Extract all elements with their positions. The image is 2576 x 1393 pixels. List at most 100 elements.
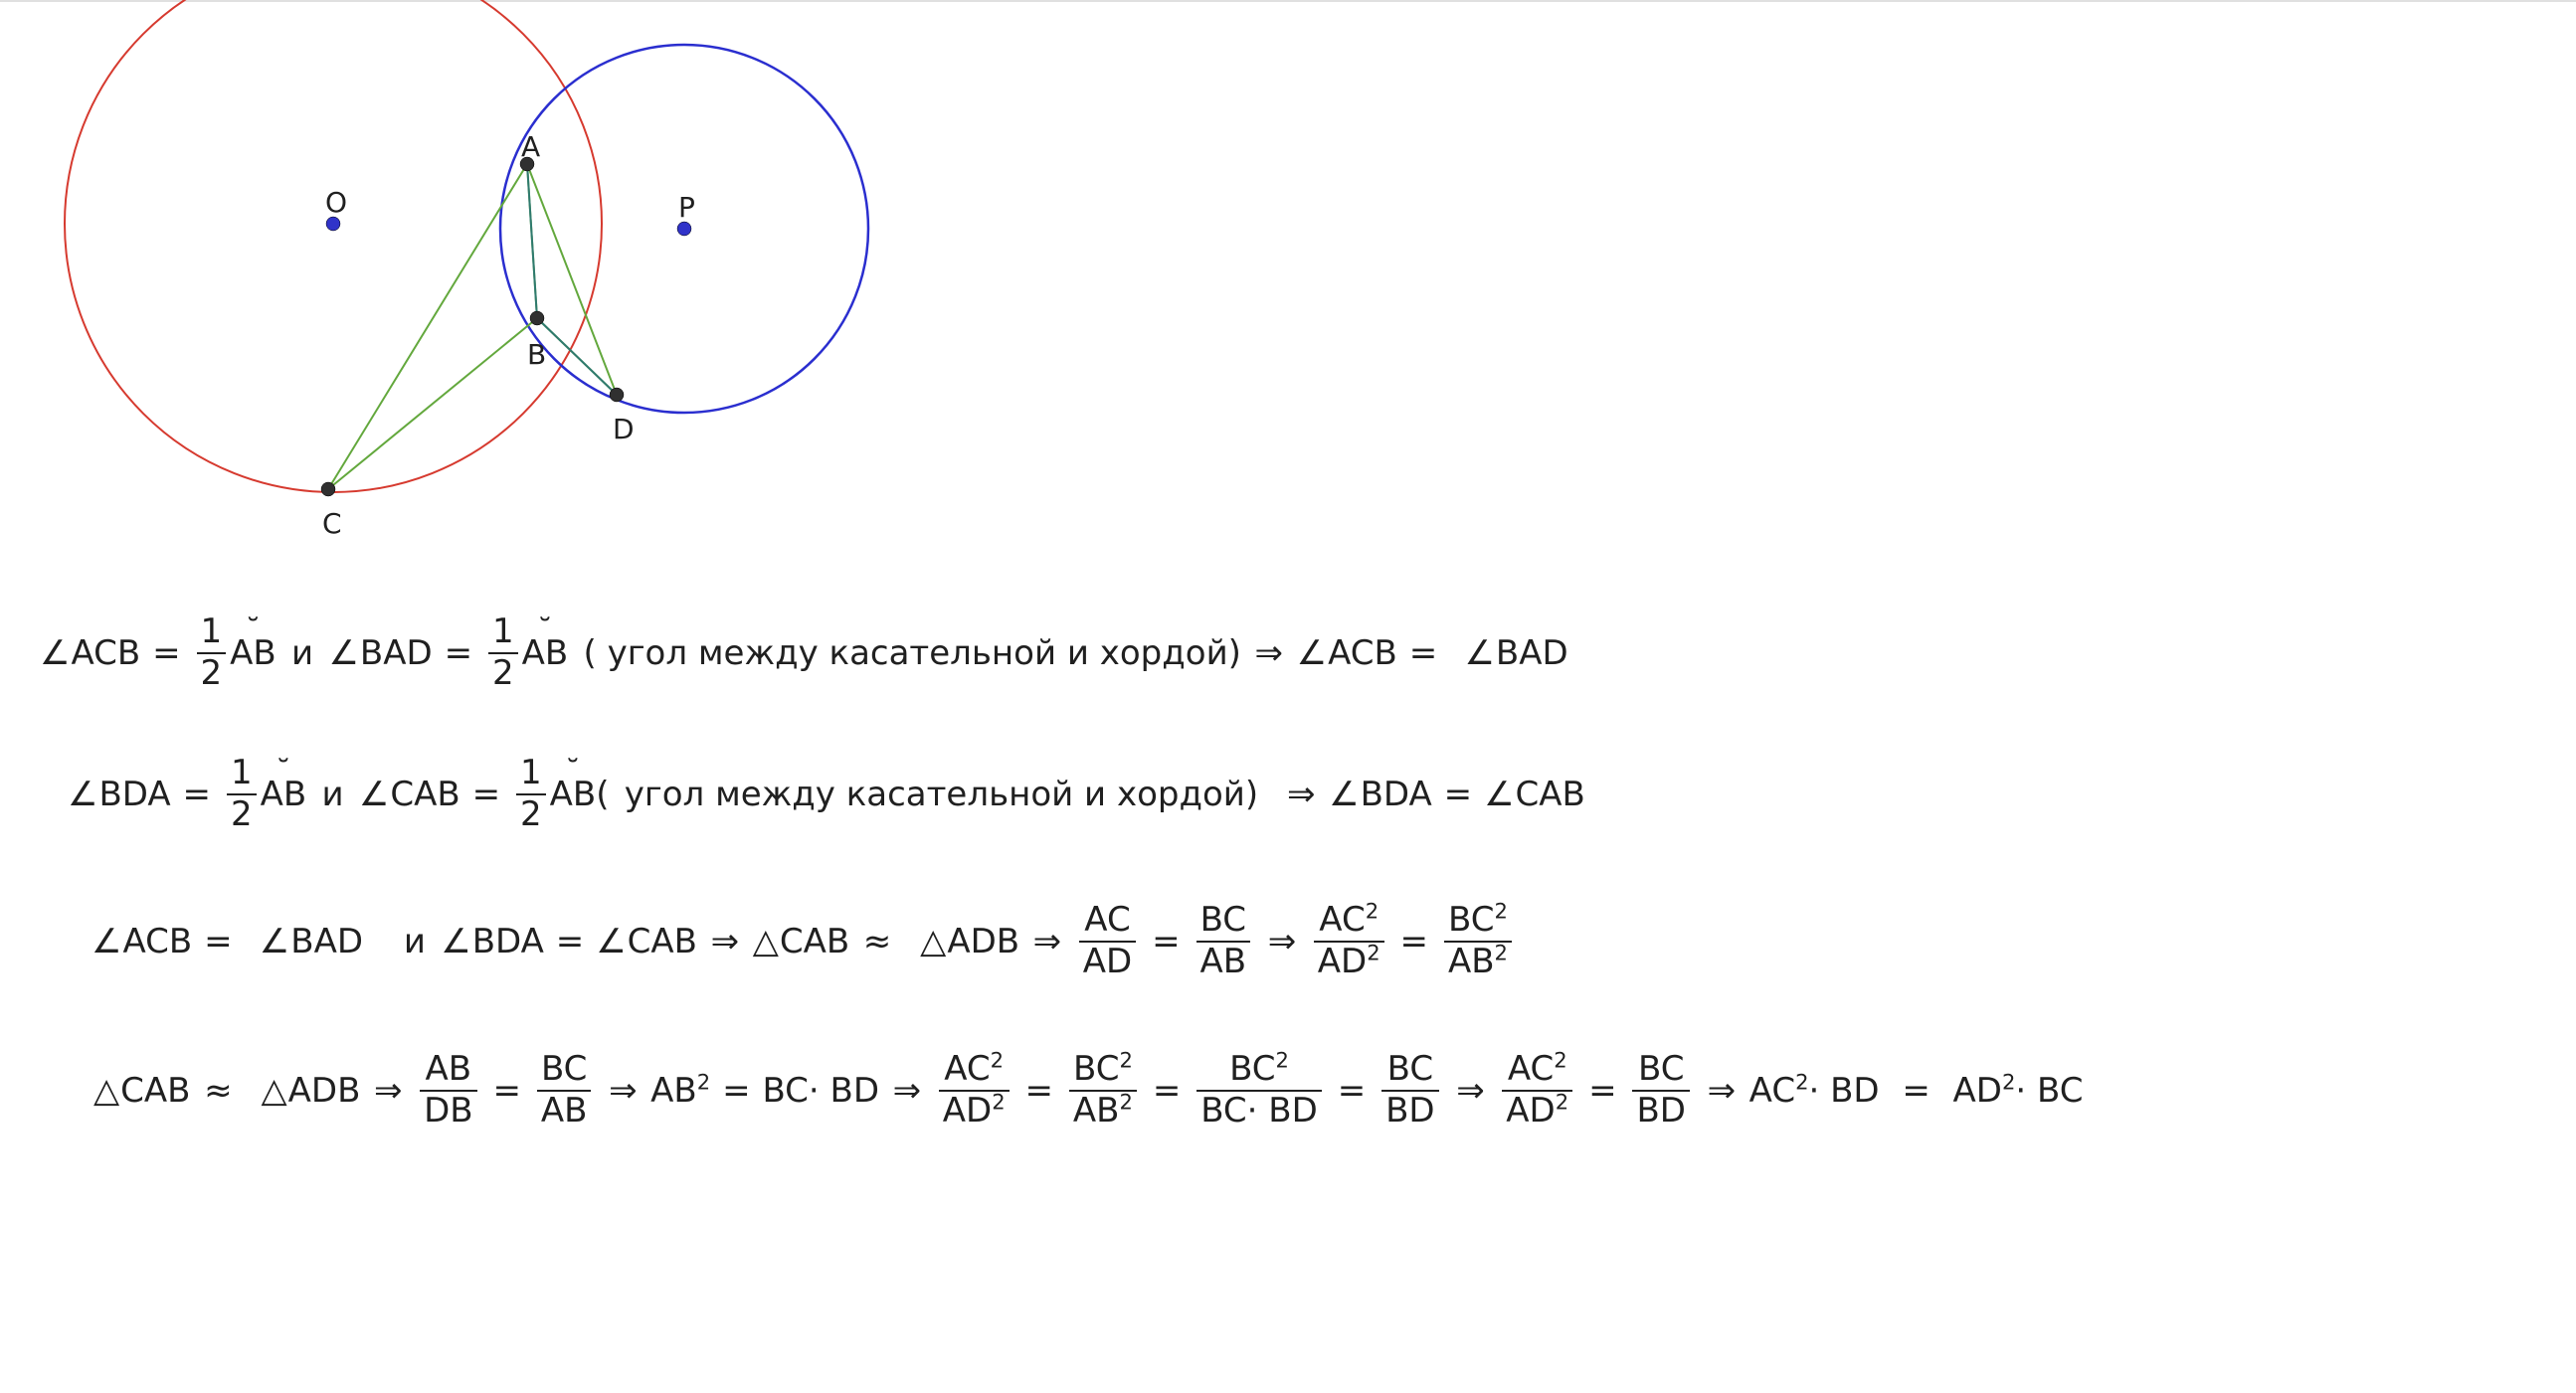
frac-den: BD <box>1632 1094 1690 1130</box>
frac-den: 2 <box>197 656 227 692</box>
arc-AB-2: AB <box>522 633 569 673</box>
equals-sign: = <box>1153 1071 1182 1111</box>
triangle-ADB: ADB <box>261 1071 360 1111</box>
frac-den: 2 <box>516 797 546 833</box>
angle-BDA-concl: BDA <box>1329 775 1432 814</box>
fraction-half-1: 1 2 <box>197 614 227 691</box>
frac-den: AD <box>1079 945 1136 980</box>
frac-den: BD <box>1381 1094 1439 1130</box>
fraction-half-4: 1 2 <box>516 756 546 832</box>
equals-sign: = <box>1409 633 1438 673</box>
point-label-C: C <box>322 507 342 540</box>
frac-den: AD2 <box>1502 1094 1572 1130</box>
frac-num: AC2 <box>940 1052 1008 1088</box>
frac-den: AB2 <box>1444 945 1512 980</box>
frac-den: AB <box>537 1094 592 1130</box>
frac-num: 1 <box>516 756 546 791</box>
fraction-half-2: 1 2 <box>488 614 518 691</box>
frac-den: 2 <box>227 797 257 833</box>
math-line-2: BDA = 1 2 AB и CAB = 1 2 AB ( угол между… <box>68 756 1585 832</box>
frac-BC2-AB2: BC2 AB2 <box>1444 903 1512 979</box>
frac-den: AD2 <box>1314 945 1384 980</box>
frac-den: 2 <box>488 656 518 692</box>
equals-sign: = <box>492 1071 521 1111</box>
angle-BDA: BDA <box>441 922 544 961</box>
arc-AB-3: AB <box>261 775 307 814</box>
frac-den: AB2 <box>1069 1094 1137 1130</box>
frac-den: AB <box>1196 945 1251 980</box>
frac-BC-AB: BC AB <box>1196 903 1251 979</box>
frac-BC-BD-2: BC BD <box>1632 1052 1690 1129</box>
frac-num: BC <box>1634 1052 1688 1088</box>
equals-sign: = <box>556 922 585 961</box>
math-line-1: ACB = 1 2 AB и BAD = 1 2 AB ( угол между… <box>40 614 1568 691</box>
fraction-half-3: 1 2 <box>227 756 257 832</box>
tangent-chord-note: ( угол между касательной и хордой) <box>584 633 1241 673</box>
frac-AC2-AD2-2: AC2 AD2 <box>1502 1052 1572 1129</box>
AB-squared: AB2 <box>650 1071 710 1111</box>
frac-AC2-AD2: AC2 AD2 <box>1314 903 1384 979</box>
frac-BC-BD: BC BD <box>1381 1052 1439 1129</box>
triangle-ADB: ADB <box>920 922 1019 961</box>
triangle-CAB: CAB <box>753 922 849 961</box>
implies-arrow: ⇒ <box>1456 1071 1485 1111</box>
implies-arrow: ⇒ <box>1033 922 1062 961</box>
equals-sign: = <box>472 775 501 814</box>
implies-arrow: ⇒ <box>609 1071 638 1111</box>
similar-sign: ≈ <box>204 1071 233 1111</box>
frac-num: AC2 <box>1504 1052 1571 1088</box>
point-label-P: P <box>678 191 695 224</box>
equals-sign: = <box>183 775 212 814</box>
tangent-chord-note: угол между касательной и хордой) <box>625 775 1258 814</box>
implies-arrow: ⇒ <box>893 1071 922 1111</box>
frac-num: BC2 <box>1444 903 1512 939</box>
frac-BC-AB: BC AB <box>537 1052 592 1129</box>
arc-AB-4: AB <box>550 775 597 814</box>
equals-sign: = <box>1400 922 1429 961</box>
final-equality: AC2· BD = AD2· BC <box>1749 1071 2084 1111</box>
frac-num: BC <box>1383 1052 1437 1088</box>
frac-num: 1 <box>227 756 257 791</box>
arc-AB-1: AB <box>230 633 276 673</box>
implies-arrow: ⇒ <box>374 1071 403 1111</box>
point-label-O: O <box>325 186 347 219</box>
frac-num: BC <box>537 1052 591 1088</box>
similar-sign: ≈ <box>863 922 892 961</box>
equals-sign: = <box>204 922 233 961</box>
frac-num: 1 <box>197 614 227 650</box>
implies-arrow: ⇒ <box>1255 633 1284 673</box>
point-label-B: B <box>527 338 546 371</box>
frac-AC-AD: AC AD <box>1079 903 1136 979</box>
frac-den: BC· BD <box>1196 1094 1322 1130</box>
angle-CAB: CAB <box>359 775 460 814</box>
frac-num: AC2 <box>1315 903 1382 939</box>
frac-num: BC2 <box>1069 1052 1137 1088</box>
geometry-diagram <box>0 0 995 557</box>
and-word: и <box>404 922 426 961</box>
point-label-D: D <box>613 413 635 445</box>
implies-arrow: ⇒ <box>1287 775 1316 814</box>
frac-BC2-BCBD: BC2 BC· BD <box>1196 1052 1322 1129</box>
equals-sign: = <box>445 633 473 673</box>
frac-BC2-AB2: BC2 AB2 <box>1069 1052 1137 1129</box>
point-label-A: A <box>521 130 540 163</box>
triangle-CAB: CAB <box>93 1071 190 1111</box>
angle-BAD: BAD <box>328 633 432 673</box>
implies-arrow: ⇒ <box>711 922 740 961</box>
equals-sign: = <box>1025 1071 1054 1111</box>
frac-num: BC2 <box>1225 1052 1293 1088</box>
angle-ACB: ACB <box>40 633 140 673</box>
angle-CAB: CAB <box>596 922 697 961</box>
equals-sign: = <box>152 633 181 673</box>
math-line-4: CAB ≈ ADB ⇒ AB DB = BC AB ⇒ AB2 = BC· BD… <box>93 1052 2084 1129</box>
equals-sign: = <box>722 1071 751 1111</box>
math-line-3: ACB = BAD и BDA = CAB ⇒ CAB ≈ ADB ⇒ AC A… <box>92 903 1516 979</box>
implies-arrow: ⇒ <box>1708 1071 1737 1111</box>
and-word: и <box>321 775 343 814</box>
frac-AC2-AD2: AC2 AD2 <box>939 1052 1010 1129</box>
frac-den: AD2 <box>939 1094 1010 1130</box>
equals-sign: = <box>1152 922 1181 961</box>
and-word: и <box>291 633 313 673</box>
frac-num: 1 <box>488 614 518 650</box>
frac-num: AC <box>1080 903 1134 939</box>
